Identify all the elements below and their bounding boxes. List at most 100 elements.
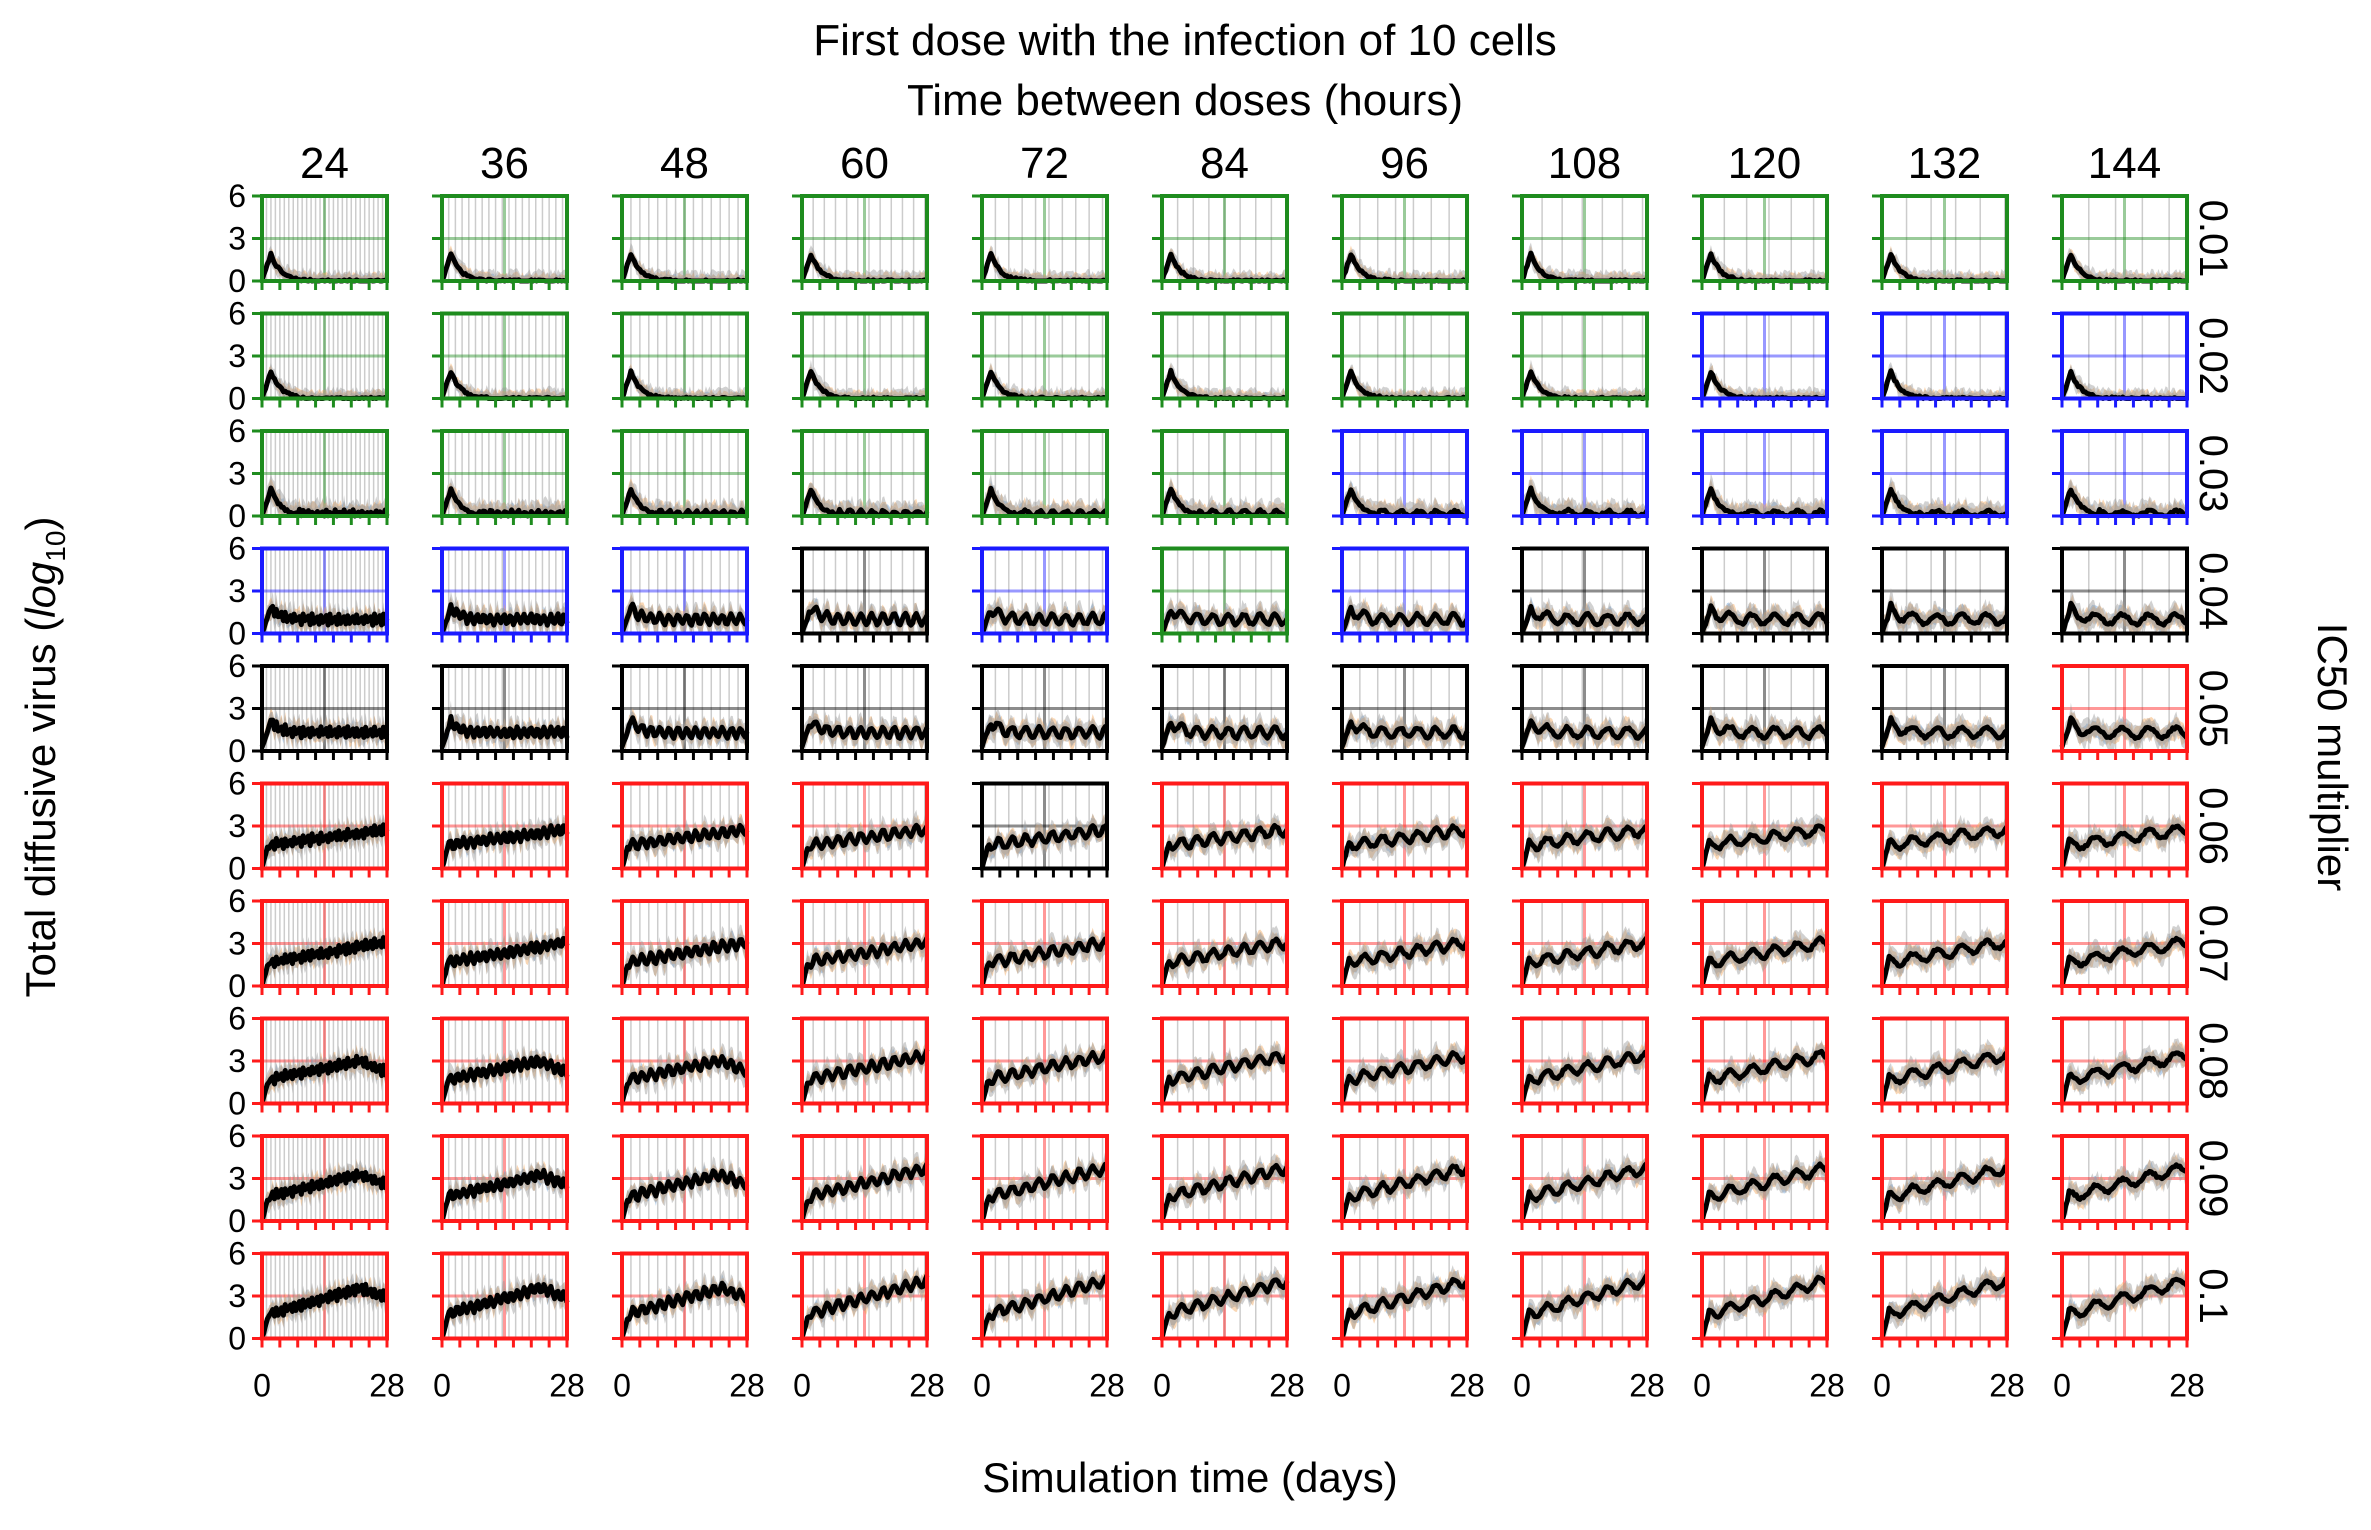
uncertainty-band	[802, 481, 927, 516]
uncertainty-band	[802, 366, 927, 399]
panel-0.07-72	[972, 899, 1109, 995]
mean-line	[799, 1048, 930, 1105]
panel-0.06-108	[1512, 781, 1649, 878]
uncertainty-band	[622, 478, 747, 516]
x-tick-label: 28	[2169, 1368, 2205, 1404]
mean-line	[799, 1162, 930, 1222]
uncertainty-band	[1522, 811, 1647, 869]
panel-0.09-144	[2052, 1134, 2189, 1230]
panel-0.02-48	[612, 311, 749, 408]
panel-0.04-108	[1512, 546, 1649, 643]
panel-0.09-96	[1332, 1134, 1470, 1230]
panel-0.09-24	[252, 1134, 389, 1230]
y-tick-label: 6	[228, 413, 246, 449]
uncertainty-band	[262, 474, 387, 516]
panel-0.1-48	[612, 1251, 749, 1348]
x-tick-label: 0	[1513, 1368, 1531, 1404]
uncertainty-band	[982, 363, 1107, 399]
uncertainty-band	[1882, 249, 2007, 281]
uncertainty-band	[1882, 1158, 2007, 1221]
uncertainty-band	[622, 365, 747, 399]
mean-line	[1159, 1277, 1290, 1339]
uncertainty-band	[622, 248, 747, 281]
uncertainty-band	[262, 478, 387, 516]
panel-0.04-60	[792, 546, 930, 643]
uncertainty-band	[1882, 364, 2007, 399]
mean-line	[439, 1282, 570, 1340]
uncertainty-band	[1882, 1155, 2007, 1221]
mean-line	[979, 1161, 1108, 1222]
uncertainty-band	[1522, 245, 1647, 281]
uncertainty-band	[1522, 359, 1647, 399]
y-tick-label: 6	[228, 1236, 246, 1272]
panel-0.01-108	[1512, 194, 1649, 290]
mean-line	[1339, 823, 1470, 870]
uncertainty-band	[1882, 1269, 2007, 1339]
panel-0.05-108	[1512, 664, 1650, 760]
row-label-0.02: 0.02	[2191, 317, 2235, 395]
mean-line	[439, 1054, 570, 1105]
panel-0.02-132	[1872, 311, 2009, 408]
x-tick-label: 0	[1153, 1368, 1171, 1404]
column-label-84: 84	[1200, 139, 1249, 188]
mean-line	[1519, 485, 1650, 519]
uncertainty-band	[2062, 816, 2187, 869]
column-label-144: 144	[2088, 139, 2161, 188]
uncertainty-band	[1882, 1269, 2007, 1339]
mean-line	[619, 715, 750, 748]
mean-line	[1699, 823, 1829, 870]
uncertainty-band	[262, 366, 387, 399]
panel-0.01-60	[792, 194, 929, 290]
mean-line	[979, 936, 1108, 987]
uncertainty-band	[442, 482, 567, 516]
panel-0.09-84	[1152, 1134, 1290, 1230]
panel-0.03-108	[1512, 429, 1650, 525]
x-tick-label: 0	[793, 1368, 811, 1404]
uncertainty-band	[1162, 363, 1287, 399]
mean-line	[619, 1054, 750, 1105]
panel-0.06-132	[1872, 781, 2009, 878]
uncertainty-band	[982, 367, 1107, 399]
uncertainty-band	[1882, 245, 2007, 281]
y-tick-label: 6	[228, 296, 246, 332]
panel-0.09-120	[1692, 1134, 1829, 1230]
mean-line	[1879, 825, 2009, 870]
mean-line	[1699, 1274, 1828, 1339]
uncertainty-band	[1702, 362, 1827, 399]
y-tick-label: 3	[228, 926, 246, 962]
panel-0.03-60	[792, 429, 930, 525]
y-tick-label: 0	[228, 498, 246, 534]
uncertainty-band	[1342, 366, 1467, 399]
uncertainty-band	[262, 362, 387, 399]
uncertainty-band	[2062, 1266, 2187, 1339]
mean-line	[619, 1168, 750, 1222]
panel-0.04-144	[2052, 546, 2189, 643]
panel-0.1-132	[1872, 1251, 2009, 1348]
panel-0.09-108	[1512, 1134, 1649, 1230]
uncertainty-band	[2062, 365, 2187, 399]
panel-0.01-96	[1332, 194, 1469, 290]
panel-0.03-96	[1332, 429, 1469, 525]
uncertainty-band	[262, 367, 387, 399]
chart-title: First dose with the infection of 10 cell…	[813, 16, 1556, 65]
uncertainty-band	[2062, 924, 2187, 986]
panel-0.01-36	[432, 194, 569, 290]
uncertainty-band	[622, 250, 747, 281]
uncertainty-band	[1522, 926, 1647, 986]
uncertainty-band	[982, 245, 1107, 281]
panel-0.04-96	[1332, 546, 1470, 643]
uncertainty-band	[1522, 1154, 1647, 1221]
uncertainty-band	[2062, 1038, 2187, 1104]
mean-line	[1699, 935, 1830, 987]
panel-0.01-72	[972, 194, 1109, 290]
uncertainty-band	[1702, 708, 1827, 751]
uncertainty-band	[2062, 248, 2187, 281]
panel-0.08-72	[972, 1016, 1109, 1113]
y-tick-label: 0	[228, 616, 246, 652]
y-tick-label: 6	[228, 1001, 246, 1037]
panel-0.08-132	[1872, 1016, 2009, 1113]
mean-line	[2059, 823, 2189, 870]
mean-line	[1519, 935, 1649, 987]
uncertainty-band	[1882, 366, 2007, 399]
uncertainty-band	[2062, 364, 2187, 399]
